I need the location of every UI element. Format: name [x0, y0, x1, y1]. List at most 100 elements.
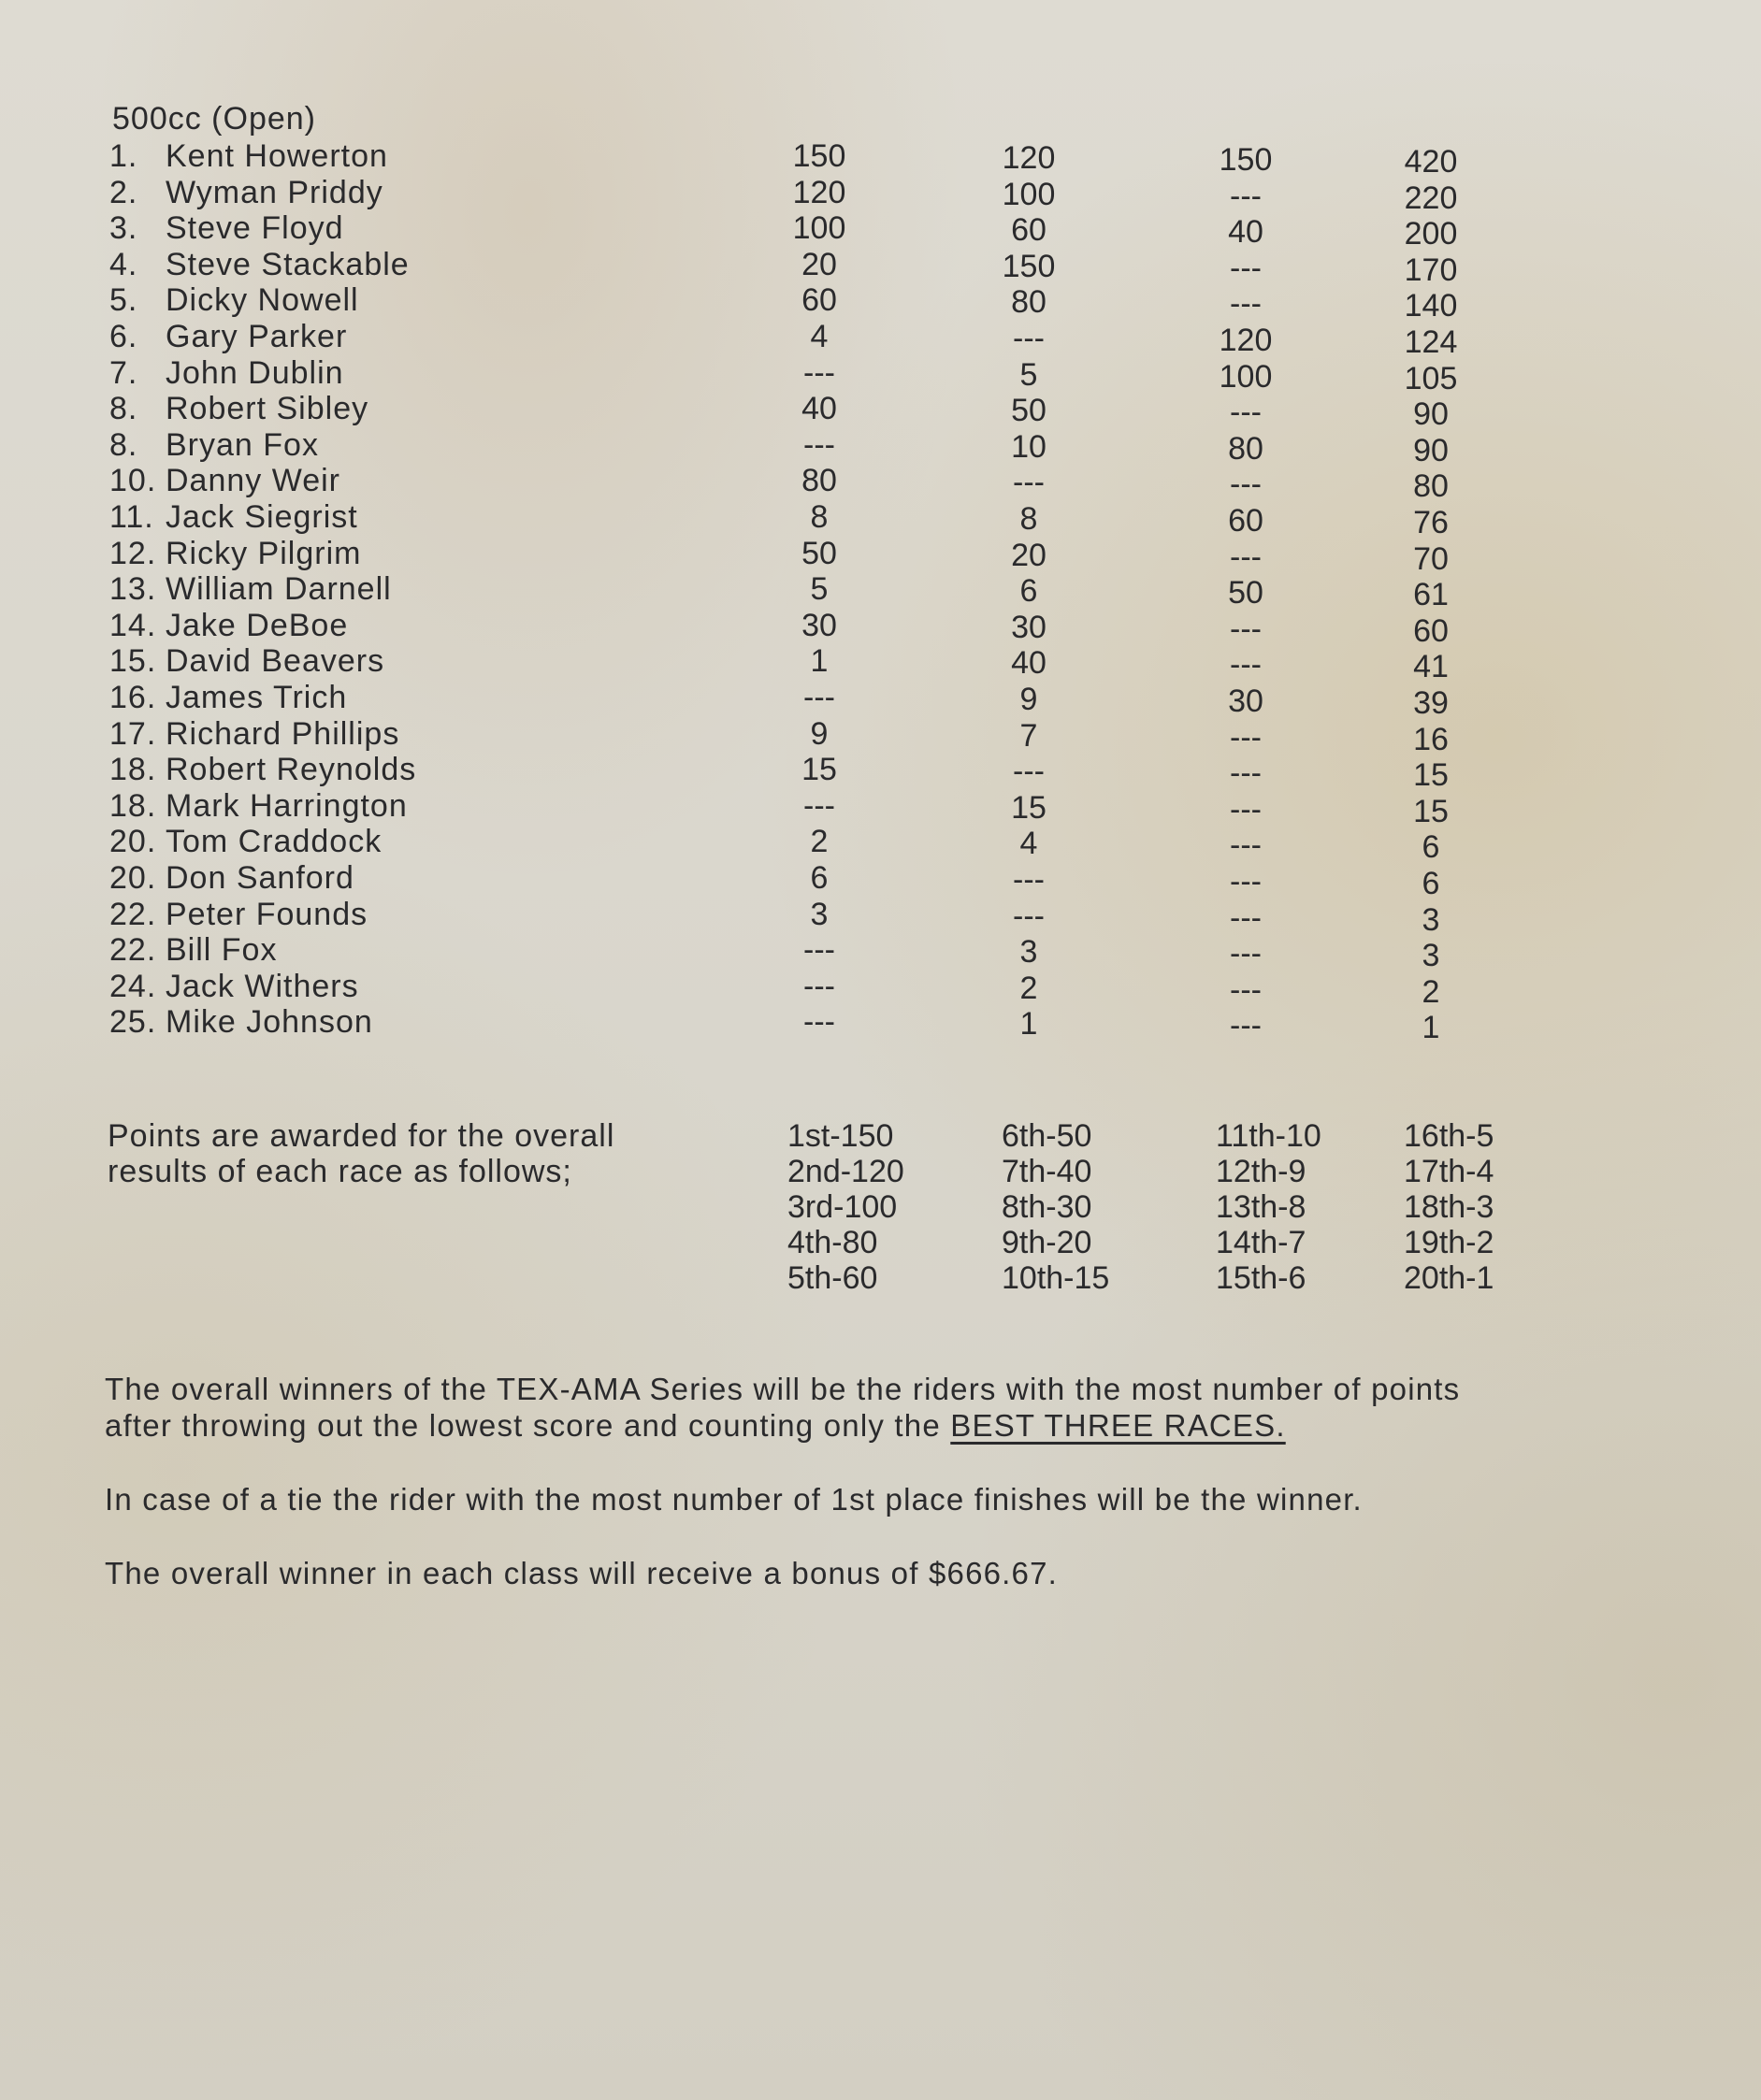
points-entry: 10th-15 — [1002, 1260, 1110, 1296]
rider-position: 16. — [109, 680, 157, 715]
rider-name: 22. Peter Founds — [109, 896, 368, 932]
total-points: 1 — [1422, 1010, 1440, 1046]
race-2-points: 60 — [1011, 212, 1046, 249]
race-2-points: 6 — [1019, 573, 1038, 610]
race-2-points: --- — [1013, 465, 1045, 501]
rider-position: 8. — [109, 391, 138, 427]
points-entry: 19th-2 — [1404, 1225, 1494, 1260]
rider-name: 24. Jack Withers — [109, 968, 359, 1004]
rider-position: 18. — [109, 787, 157, 824]
points-column: 16th-5 17th-4 18th-3 19th-2 20th-1 — [1404, 1118, 1494, 1296]
points-entry: 20th-1 — [1404, 1260, 1494, 1296]
standings-row: 20. Tom Craddock 2 4 --- 6 — [0, 824, 1761, 865]
bonus-rule: The overall winner in each class will re… — [105, 1556, 1059, 1590]
standings-row: 20. Don Sanford 6 --- --- 6 — [0, 860, 1761, 901]
race-3-points: --- — [1230, 395, 1262, 431]
standings-row: 25. Mike Johnson --- 1 --- 1 — [0, 1004, 1761, 1045]
race-2-points: 20 — [1011, 537, 1046, 573]
standings-row: 1. Kent Howerton 150 120 150 420 — [0, 138, 1761, 180]
rider-name: 18. Mark Harrington — [109, 787, 408, 824]
race-3-points: --- — [1230, 250, 1262, 286]
points-entry: 9th-20 — [1002, 1225, 1092, 1260]
race-2-points: 30 — [1011, 609, 1046, 645]
race-1-points: 5 — [810, 571, 829, 608]
rider-position: 20. — [109, 860, 157, 896]
total-points: 140 — [1404, 288, 1458, 324]
race-3-points: 40 — [1228, 214, 1263, 251]
best-three-races: BEST THREE RACES. — [950, 1408, 1286, 1443]
rider-position: 24. — [109, 968, 157, 1004]
rider-name: 11. Jack Siegrist — [109, 499, 358, 535]
points-entry: 7th-40 — [1002, 1154, 1092, 1189]
race-3-points: --- — [1230, 827, 1262, 864]
rider-position: 8. — [109, 426, 138, 463]
rider-position: 13. — [109, 571, 157, 608]
race-1-points: 4 — [810, 319, 829, 354]
total-points: 90 — [1413, 432, 1449, 468]
race-1-points: --- — [803, 968, 835, 1004]
race-3-points: --- — [1230, 791, 1262, 827]
rider-position: 10. — [109, 463, 157, 499]
race-1-points: 60 — [801, 282, 837, 319]
total-points: 2 — [1422, 973, 1440, 1010]
standings-row: 6. Gary Parker 4 --- 120 124 — [0, 319, 1761, 360]
race-1-points: 15 — [801, 752, 837, 788]
points-intro-line: results of each race as follows; — [108, 1154, 572, 1189]
total-points: 41 — [1413, 649, 1449, 685]
rider-name: 1. Kent Howerton — [109, 138, 388, 174]
race-2-points: 4 — [1019, 826, 1038, 862]
standings-row: 13. William Darnell 5 6 50 61 — [0, 571, 1761, 612]
race-1-points: 150 — [792, 138, 846, 174]
total-points: 76 — [1413, 505, 1449, 540]
race-2-points: 120 — [1002, 140, 1056, 176]
rider-name: 16. James Trich — [109, 680, 348, 715]
rider-position: 4. — [109, 246, 138, 282]
total-points: 61 — [1413, 577, 1449, 613]
race-1-points: 2 — [810, 824, 829, 860]
points-entry: 4th-80 — [787, 1225, 878, 1260]
points-entry: 15th-6 — [1216, 1260, 1306, 1296]
race-3-points: --- — [1230, 719, 1262, 755]
rider-name: 12. Ricky Pilgrim — [109, 535, 362, 571]
race-1-points: --- — [803, 787, 835, 824]
race-1-points: --- — [803, 1004, 835, 1041]
race-3-points: --- — [1230, 864, 1262, 899]
race-2-points: --- — [1013, 754, 1045, 790]
total-points: 90 — [1413, 396, 1449, 433]
standings-row: 22. Peter Founds 3 --- --- 3 — [0, 896, 1761, 938]
race-2-points: --- — [1013, 862, 1045, 898]
class-title: 500cc (Open) — [112, 101, 316, 137]
standings-row: 4. Steve Stackable 20 150 --- 170 — [0, 246, 1761, 288]
points-entry: 18th-3 — [1404, 1189, 1494, 1225]
race-2-points: 8 — [1019, 501, 1038, 537]
points-entry: 17th-4 — [1404, 1154, 1494, 1189]
race-2-points: 3 — [1019, 934, 1038, 971]
rider-position: 18. — [109, 752, 157, 788]
points-column: 6th-50 7th-40 8th-30 9th-20 10th-15 — [1002, 1118, 1109, 1296]
total-points: 60 — [1413, 612, 1449, 649]
rider-position: 25. — [109, 1004, 157, 1041]
total-points: 200 — [1404, 216, 1458, 252]
standings-row: 14. Jake DeBoe 30 30 --- 60 — [0, 608, 1761, 649]
tie-rule: In case of a tie the rider with the most… — [105, 1482, 1363, 1517]
race-1-points: 80 — [801, 463, 837, 499]
points-entry: 11th-10 — [1216, 1118, 1321, 1154]
total-points: 170 — [1404, 252, 1458, 288]
race-3-points: 80 — [1228, 430, 1263, 467]
rider-name: 2. Wyman Priddy — [109, 174, 383, 210]
race-3-points: --- — [1230, 1008, 1262, 1044]
race-1-points: 50 — [801, 535, 837, 571]
rider-name: 20. Tom Craddock — [109, 824, 383, 860]
race-3-points: 100 — [1219, 358, 1273, 395]
rules-line-1: The overall winners of the TEX-AMA Serie… — [105, 1372, 1461, 1406]
rider-name: 8. Robert Sibley — [109, 391, 369, 427]
standings-row: 15. David Beavers 1 40 --- 41 — [0, 643, 1761, 684]
race-3-points: 120 — [1219, 323, 1273, 358]
standings-row: 18. Robert Reynolds 15 --- --- 15 — [0, 752, 1761, 793]
total-points: 6 — [1422, 829, 1440, 866]
rider-position: 17. — [109, 715, 157, 752]
total-points: 16 — [1413, 721, 1449, 757]
points-entry: 16th-5 — [1404, 1118, 1494, 1154]
race-3-points: --- — [1230, 899, 1262, 936]
rider-name: 18. Robert Reynolds — [109, 752, 417, 788]
